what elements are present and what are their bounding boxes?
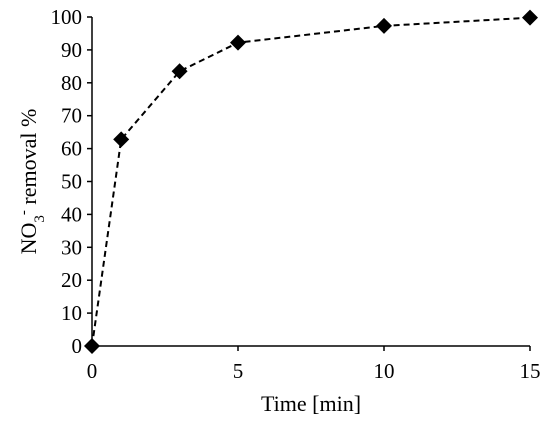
data-point-diamond bbox=[522, 9, 538, 26]
y-axis-title-part: NO bbox=[16, 223, 41, 255]
x-tick-label: 5 bbox=[233, 359, 244, 383]
y-axis-title-part: removal % bbox=[16, 109, 41, 210]
y-ticks: 0 10 20 30 40 50 60 70 80 90 100 bbox=[51, 5, 92, 358]
data-point-diamond bbox=[113, 131, 130, 148]
y-axis-title: NO3- removal % bbox=[16, 109, 48, 255]
series-line bbox=[91, 16, 531, 347]
y-tick-label: 80 bbox=[61, 71, 82, 95]
x-axis-title: Time [min] bbox=[261, 391, 361, 416]
x-tick-label: 15 bbox=[520, 359, 541, 383]
y-tick-label: 10 bbox=[61, 301, 82, 325]
x-ticks: 0 5 10 15 bbox=[87, 346, 541, 383]
y-tick-label: 0 bbox=[72, 334, 83, 358]
y-tick-label: 70 bbox=[61, 104, 82, 128]
y-tick-label: 60 bbox=[61, 137, 82, 161]
data-point-diamond bbox=[230, 34, 246, 51]
data-point-diamond bbox=[84, 338, 100, 354]
y-tick-label: 100 bbox=[51, 5, 83, 29]
series-layer bbox=[84, 9, 538, 354]
x-tick-label: 10 bbox=[374, 359, 395, 383]
x-tick-label: 0 bbox=[87, 359, 98, 383]
data-point-diamond bbox=[171, 63, 188, 80]
y-tick-label: 50 bbox=[61, 170, 82, 194]
y-tick-label: 90 bbox=[61, 38, 82, 62]
y-axis-title-subscript: 3 bbox=[32, 215, 48, 223]
y-tick-label: 20 bbox=[61, 268, 82, 292]
axes: 0 10 20 30 40 50 60 70 80 90 100 0 5 10 15 bbox=[51, 5, 541, 383]
y-axis-title-superscript: - bbox=[16, 210, 32, 215]
y-tick-label: 30 bbox=[61, 235, 82, 259]
y-tick-label: 40 bbox=[61, 202, 82, 226]
data-point-diamond bbox=[376, 17, 392, 34]
